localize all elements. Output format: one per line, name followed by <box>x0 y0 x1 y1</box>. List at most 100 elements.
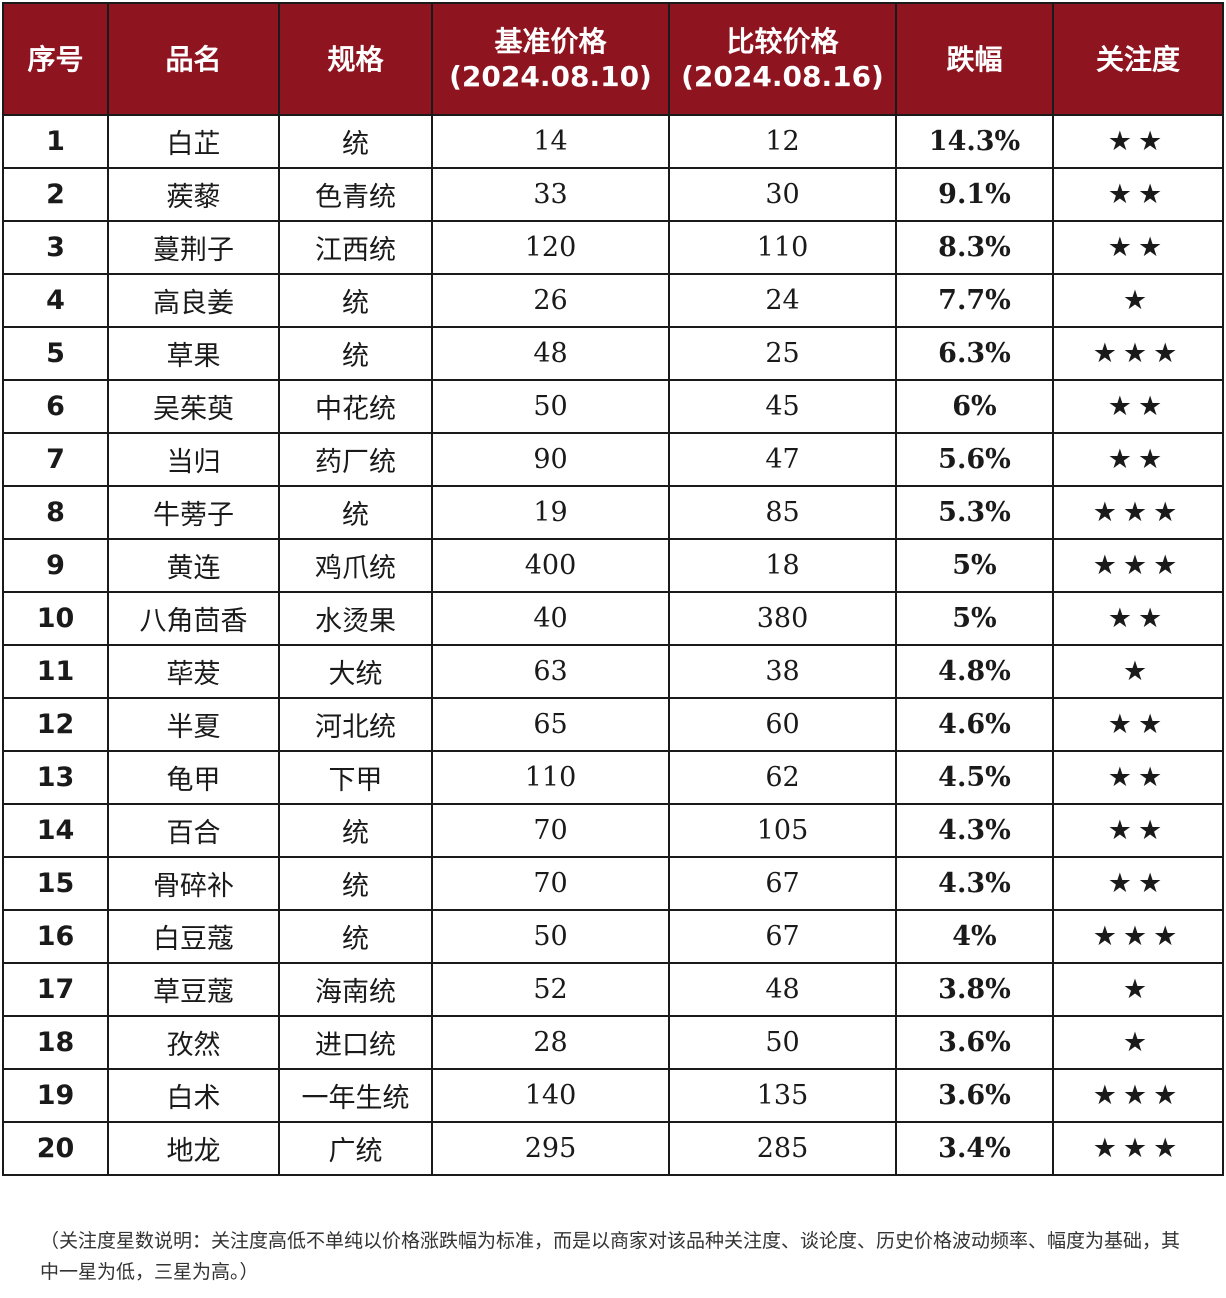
cell-base-price: 120 <box>431 220 670 275</box>
cell-seq: 15 <box>2 856 109 911</box>
cell-drop: 4% <box>895 909 1054 964</box>
cell-base-price: 50 <box>431 909 670 964</box>
cell-compare-price: 110 <box>668 220 897 275</box>
header-name: 品名 <box>107 2 280 116</box>
cell-compare-price: 47 <box>668 432 897 487</box>
cell-name: 百合 <box>107 803 280 858</box>
header-base-price-label: 基准价格 <box>494 25 607 58</box>
header-compare-price-date: (2024.08.16) <box>681 60 884 93</box>
cell-base-price: 400 <box>431 538 670 593</box>
cell-name: 白豆蔻 <box>107 909 280 964</box>
table-row: 17 草豆蔻 海南统 52 48 3.8% ★ <box>2 962 1224 1017</box>
cell-base-price: 65 <box>431 697 670 752</box>
cell-name: 八角茴香 <box>107 591 280 646</box>
table-row: 3 蔓荆子 江西统 120 110 8.3% ★★ <box>2 220 1224 275</box>
cell-name: 草豆蔻 <box>107 962 280 1017</box>
cell-seq: 12 <box>2 697 109 752</box>
cell-base-price: 90 <box>431 432 670 487</box>
cell-spec: 鸡爪统 <box>278 538 433 593</box>
cell-seq: 20 <box>2 1121 109 1176</box>
cell-compare-price: 24 <box>668 273 897 328</box>
cell-drop: 9.1% <box>895 167 1054 222</box>
header-seq: 序号 <box>2 2 109 116</box>
cell-drop: 3.8% <box>895 962 1054 1017</box>
cell-name: 蒺藜 <box>107 167 280 222</box>
cell-compare-price: 67 <box>668 909 897 964</box>
cell-seq: 9 <box>2 538 109 593</box>
header-base-price: 基准价格 (2024.08.10) <box>431 2 670 116</box>
cell-compare-price: 30 <box>668 167 897 222</box>
cell-seq: 11 <box>2 644 109 699</box>
header-compare-price: 比较价格 (2024.08.16) <box>668 2 897 116</box>
attention-stars: ★★★ <box>1052 538 1224 593</box>
table-row: 13 龟甲 下甲 110 62 4.5% ★★ <box>2 750 1224 805</box>
cell-compare-price: 18 <box>668 538 897 593</box>
cell-spec: 中花统 <box>278 379 433 434</box>
header-base-price-date: (2024.08.10) <box>449 60 652 93</box>
cell-seq: 14 <box>2 803 109 858</box>
attention-stars: ★★ <box>1052 220 1224 275</box>
attention-stars: ★★ <box>1052 432 1224 487</box>
cell-compare-price: 85 <box>668 485 897 540</box>
table-row: 8 牛蒡子统 19 85 5.3% ★★★ <box>2 485 1224 540</box>
cell-spec: 一年生统 <box>278 1068 433 1123</box>
attention-stars: ★★★ <box>1052 485 1224 540</box>
table-row: 6 吴茱萸 中花统 50 45 6% ★★ <box>2 379 1224 434</box>
cell-spec: 进口统 <box>278 1015 433 1070</box>
cell-drop: 5% <box>895 591 1054 646</box>
cell-base-price: 63 <box>431 644 670 699</box>
cell-compare-price: 135 <box>668 1068 897 1123</box>
table-header-row: 序号 品名 规格 基准价格 (2024.08.10) 比较价格 (2024.08… <box>2 2 1224 116</box>
cell-base-price: 40 <box>431 591 670 646</box>
cell-base-price: 26 <box>431 273 670 328</box>
cell-seq: 17 <box>2 962 109 1017</box>
cell-drop: 7.7% <box>895 273 1054 328</box>
cell-seq: 19 <box>2 1068 109 1123</box>
table-row: 12 半夏 河北统 65 60 4.6% ★★ <box>2 697 1224 752</box>
cell-drop: 4.5% <box>895 750 1054 805</box>
cell-drop: 4.3% <box>895 856 1054 911</box>
cell-base-price: 140 <box>431 1068 670 1123</box>
cell-spec: 统 <box>278 909 433 964</box>
attention-stars: ★★ <box>1052 856 1224 911</box>
cell-seq: 5 <box>2 326 109 381</box>
cell-base-price: 48 <box>431 326 670 381</box>
cell-name: 黄连 <box>107 538 280 593</box>
table-row: 2 蒺藜 色青统 33 30 9.1% ★★ <box>2 167 1224 222</box>
table-row: 16 白豆蔻统 50 67 4% ★★★ <box>2 909 1224 964</box>
cell-name: 吴茱萸 <box>107 379 280 434</box>
cell-seq: 4 <box>2 273 109 328</box>
attention-footnote: （关注度星数说明：关注度高低不单纯以价格涨跌幅为标准，而是以商家对该品种关注度、… <box>40 1230 1181 1283</box>
table-row: 4 高良姜统 26 24 7.7% ★ <box>2 273 1224 328</box>
cell-base-price: 52 <box>431 962 670 1017</box>
table-row: 20 地龙 广统 295 285 3.4% ★★★ <box>2 1121 1224 1176</box>
table-row: 5 草果统 48 25 6.3% ★★★ <box>2 326 1224 381</box>
cell-seq: 3 <box>2 220 109 275</box>
attention-stars: ★★ <box>1052 697 1224 752</box>
cell-name: 龟甲 <box>107 750 280 805</box>
cell-base-price: 295 <box>431 1121 670 1176</box>
header-attention: 关注度 <box>1052 2 1224 116</box>
cell-drop: 4.3% <box>895 803 1054 858</box>
cell-name: 牛蒡子 <box>107 485 280 540</box>
table-row: 7 当归 药厂统 90 47 5.6% ★★ <box>2 432 1224 487</box>
cell-spec: 统 <box>278 273 433 328</box>
cell-compare-price: 105 <box>668 803 897 858</box>
cell-base-price: 33 <box>431 167 670 222</box>
cell-base-price: 14 <box>431 114 670 169</box>
cell-base-price: 19 <box>431 485 670 540</box>
cell-drop: 6.3% <box>895 326 1054 381</box>
attention-stars: ★★★ <box>1052 909 1224 964</box>
attention-stars: ★★ <box>1052 379 1224 434</box>
cell-drop: 4.6% <box>895 697 1054 752</box>
attention-stars: ★ <box>1052 1015 1224 1070</box>
table-row: 11 荜茇 大统 63 38 4.8% ★ <box>2 644 1224 699</box>
cell-compare-price: 62 <box>668 750 897 805</box>
cell-name: 白芷 <box>107 114 280 169</box>
table-body: 1 白芷统 14 12 14.3% ★★ 2 蒺藜 色青统 33 30 9.1% ★★ 3 蔓荆子 江西统 12… <box>2 114 1224 1176</box>
cell-drop: 5.6% <box>895 432 1054 487</box>
cell-drop: 3.6% <box>895 1015 1054 1070</box>
cell-spec: 统 <box>278 856 433 911</box>
cell-base-price: 110 <box>431 750 670 805</box>
header-spec: 规格 <box>278 2 433 116</box>
